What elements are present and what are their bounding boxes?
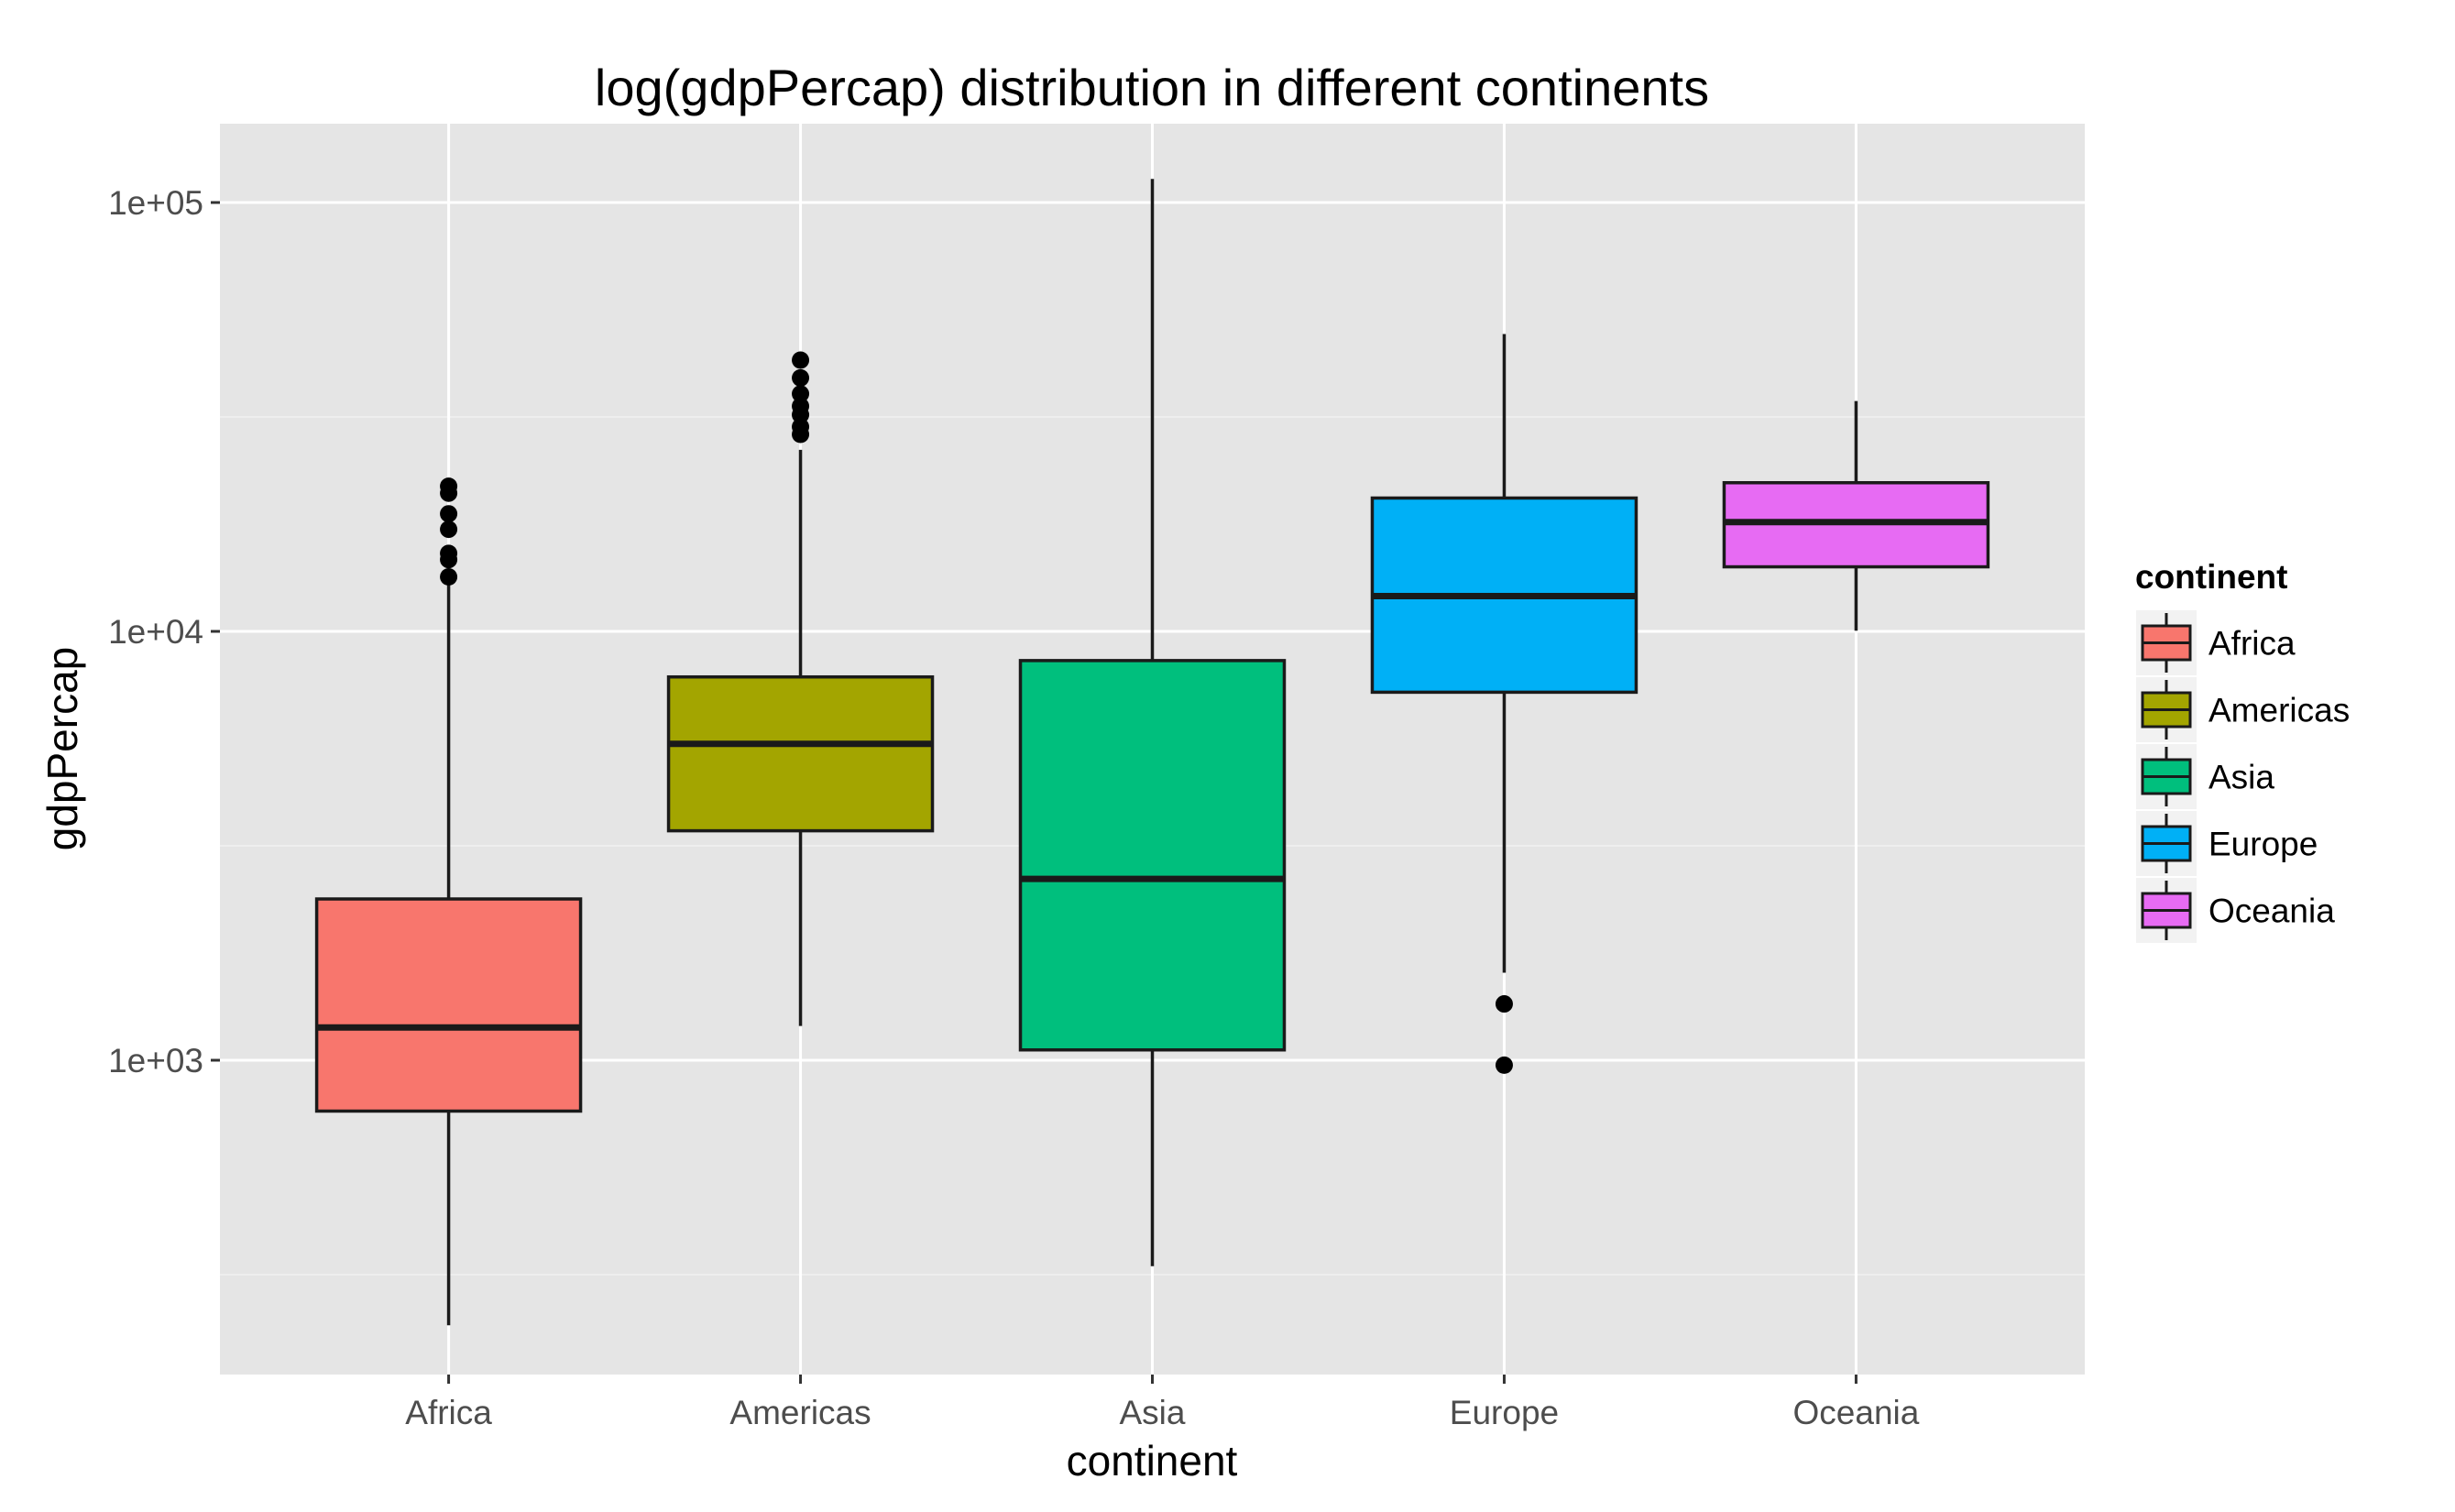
box-body: [666, 674, 935, 833]
legend-item-africa: Africa: [2134, 608, 2296, 677]
y-tick-label: 1e+04: [108, 613, 203, 651]
box-body: [1018, 659, 1287, 1052]
y-axis-title: gdpPercap: [38, 647, 86, 851]
box-body: [314, 897, 583, 1113]
outlier-point: [1495, 1056, 1513, 1074]
y-tick-label: 1e+03: [108, 1042, 203, 1079]
outlier-point: [792, 351, 810, 369]
legend-label: Africa: [2208, 625, 2296, 663]
outlier-point: [792, 368, 810, 387]
x-tick-label: Africa: [405, 1394, 492, 1431]
outlier-point: [440, 520, 458, 539]
legend-item-americas: Americas: [2134, 675, 2350, 744]
outlier-point: [440, 505, 458, 523]
outlier-point: [792, 397, 810, 415]
x-tick-label: Oceania: [1793, 1394, 1920, 1431]
outlier-point: [440, 477, 458, 496]
outlier-point: [440, 568, 458, 586]
outlier-point: [440, 544, 458, 563]
box-asia: [1018, 179, 1287, 1266]
axes: 1e+03 1e+04 1e+05 Africa Americas Asia Europe O…: [108, 184, 1920, 1431]
legend-label: Oceania: [2208, 893, 2335, 930]
legend-item-asia: Asia: [2134, 742, 2274, 811]
x-tick-label: Europe: [1450, 1394, 1559, 1431]
box-africa: [314, 477, 583, 1326]
legend-item-europe: Europe: [2134, 809, 2318, 878]
x-tick-label: Americas: [729, 1394, 871, 1431]
box-europe: [1370, 334, 1638, 1074]
outlier-point: [1495, 995, 1513, 1013]
chart-title: log(gdpPercap) distribution in different…: [595, 59, 1709, 116]
legend-item-oceania: Oceania: [2134, 876, 2335, 945]
legend-label: Americas: [2208, 692, 2350, 729]
legend-label: Asia: [2208, 759, 2274, 796]
legend-label: Europe: [2208, 826, 2318, 863]
outlier-point: [792, 385, 810, 403]
x-tick-label: Asia: [1120, 1394, 1186, 1431]
y-tick-label: 1e+05: [108, 184, 203, 222]
x-axis-title: continent: [1067, 1437, 1238, 1485]
box-americas: [666, 351, 935, 1026]
outlier-point: [792, 418, 810, 436]
legend-title: continent: [2135, 558, 2287, 596]
boxes: [314, 179, 1990, 1326]
box-oceania: [1722, 400, 1990, 631]
legend: continent Africa Americas Asia Europe Oceania: [2134, 558, 2350, 945]
